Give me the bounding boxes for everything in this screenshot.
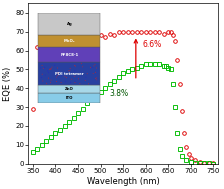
X-axis label: Wavelength (nm): Wavelength (nm) <box>87 177 159 186</box>
Y-axis label: EQE (%): EQE (%) <box>4 66 13 101</box>
Text: 3.8%: 3.8% <box>110 89 129 98</box>
Text: 6.6%: 6.6% <box>142 40 162 49</box>
